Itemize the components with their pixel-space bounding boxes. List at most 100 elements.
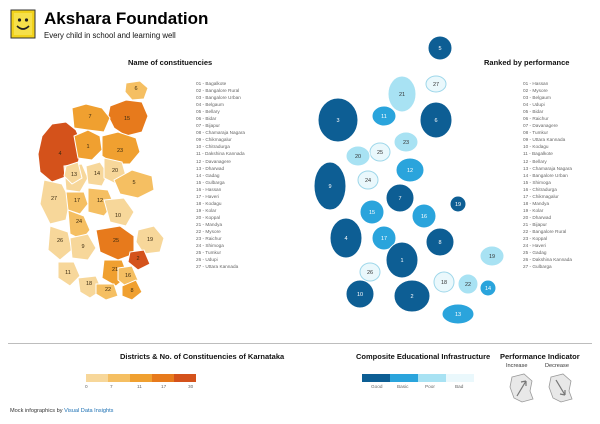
district-region [127, 249, 151, 271]
scale-swatch-2 [130, 374, 152, 382]
ranked-district-region [393, 279, 431, 313]
constituency-list-item: 07 - Bijapur [196, 123, 220, 129]
district-region [85, 161, 109, 187]
ranking-list-item: 21 - Bijapur [523, 221, 547, 227]
ranking-list-item: 24 - Haveri [523, 243, 546, 249]
district-region [69, 233, 97, 261]
district-number-label: 14 [94, 171, 100, 177]
ranking-list-item: 05 - Bidar [523, 109, 544, 115]
smiley-logo-icon [10, 9, 36, 39]
ranking-list-item: 11 - Bagalkote [523, 151, 553, 157]
legend-basic: Basic [397, 384, 409, 389]
ranked-district-region [359, 199, 385, 225]
ranked-district-label: 24 [365, 178, 371, 184]
scale-tick-30: 30 [188, 384, 194, 389]
district-region [39, 179, 71, 225]
ranked-district-label: 15 [369, 210, 375, 216]
scale-tick-17: 17 [161, 384, 167, 389]
ranked-district-region [387, 75, 417, 113]
scale-swatch-1 [108, 374, 130, 382]
section-divider [8, 343, 592, 344]
increase-label: Increase [506, 363, 528, 369]
legend-good: Good [371, 384, 383, 389]
district-region [101, 131, 141, 165]
ranking-list-item: 09 - Uttara Kannada [523, 137, 566, 143]
ranked-district-label: 1 [400, 258, 403, 264]
brand-tagline: Every child in school and learning well [44, 31, 176, 40]
constituency-list-item: 05 - Bellary [196, 109, 220, 115]
ranked-district-label: 27 [433, 82, 439, 88]
constituency-list-item: 06 - Bidar [196, 116, 217, 122]
ranked-district-label: 19 [489, 254, 495, 260]
district-region [107, 99, 149, 137]
ranking-list-item: 22 - Bangalore Rural [523, 228, 567, 234]
ranked-district-label: 11 [381, 114, 387, 120]
scale-swatch-0 [86, 374, 108, 382]
district-region [57, 261, 81, 287]
district-number-label: 22 [105, 287, 111, 293]
ranked-district-label: 14 [485, 286, 491, 292]
ranking-list-item: 20 - Dharwad [523, 214, 552, 220]
ranked-district-region [425, 75, 447, 93]
district-region [135, 225, 165, 255]
district-number-label: 1 [86, 144, 89, 150]
ranked-district-region [369, 142, 391, 162]
district-number-label: 8 [130, 288, 133, 294]
constituency-list-item: 27 - Uttara Kannada [196, 264, 239, 270]
constituency-list-item: 26 - Udupi [196, 257, 218, 263]
ranking-list-item: 23 - Koppal [523, 236, 547, 242]
scale-swatch-3 [152, 374, 174, 382]
ranking-list-item: 19 - Kolar [523, 207, 544, 213]
ranked-district-label: 16 [421, 214, 427, 220]
infrastructure-swatch-2 [418, 374, 446, 382]
ranked-district-label: 13 [455, 312, 461, 318]
ranking-list-item: 03 - Belgaum [523, 95, 551, 101]
ranked-district-label: 6 [434, 118, 437, 124]
ranking-list-item: 07 - Davanagere [523, 123, 558, 129]
ranked-district-label: 23 [403, 140, 409, 146]
ranked-district-region [411, 203, 437, 229]
legend-bad: Bad [455, 384, 464, 389]
ranking-list-item: 25 - Gadag [523, 250, 547, 256]
constituency-name-list: 01 - Bagalkote 02 - Bangalore Rural 03 - B… [196, 80, 245, 270]
ranked-district-region [457, 273, 479, 295]
district-number-label: 15 [124, 116, 130, 122]
district-number-label: 4 [58, 151, 61, 157]
constituency-list-item: 24 - Shimoga [196, 243, 224, 249]
ranked-district-region [359, 262, 381, 282]
infrastructure-swatch-3 [446, 374, 474, 382]
ranked-district-label: 9 [328, 184, 331, 190]
ranked-district-region [313, 161, 347, 211]
ranked-district-region [329, 217, 363, 259]
district-number-label: 7 [88, 114, 91, 120]
ranked-district-region [357, 170, 379, 190]
ranked-district-region [479, 279, 497, 297]
district-number-label: 21 [112, 267, 118, 273]
ranked-district-label: 5 [438, 46, 441, 52]
scale-tick-7: 7 [110, 384, 113, 389]
district-number-label: 27 [51, 196, 57, 202]
ranking-list-item: 27 - Gulbarga [523, 264, 552, 270]
constituency-list-item: 18 - Kodagu [196, 200, 222, 206]
right-map-title: Ranked by performance [484, 58, 570, 67]
constituency-list-item: 20 - Koppal [196, 214, 220, 220]
ranked-district-region [371, 105, 397, 127]
performance-ranking-list: 01 - Hassan 02 - Mysore 03 - Belgaum 04 - U… [523, 80, 572, 270]
ranking-list-item: 02 - Mysore [523, 88, 548, 94]
constituency-list-item: 13 - Dharwad [196, 165, 225, 171]
ranked-district-region [425, 227, 455, 257]
constituency-color-scale [86, 374, 196, 382]
constituency-list-item: 17 - Haveri [196, 193, 219, 199]
district-region [113, 169, 155, 199]
constituency-list-item: 10 - Chitradurga [196, 144, 230, 150]
scale-tick-0: 0 [85, 384, 88, 389]
scale-swatch-4 [174, 374, 196, 382]
ranking-list-item: 18 - Mandya [523, 200, 550, 206]
constituency-list-item: 09 - Chikmagalur [196, 137, 232, 143]
district-number-label: 23 [117, 148, 123, 154]
district-number-label: 19 [147, 237, 153, 243]
ranked-district-label: 26 [367, 270, 373, 276]
visual-data-insights-link[interactable]: Visual Data Insights [64, 408, 114, 414]
district-number-label: 9 [81, 244, 84, 250]
